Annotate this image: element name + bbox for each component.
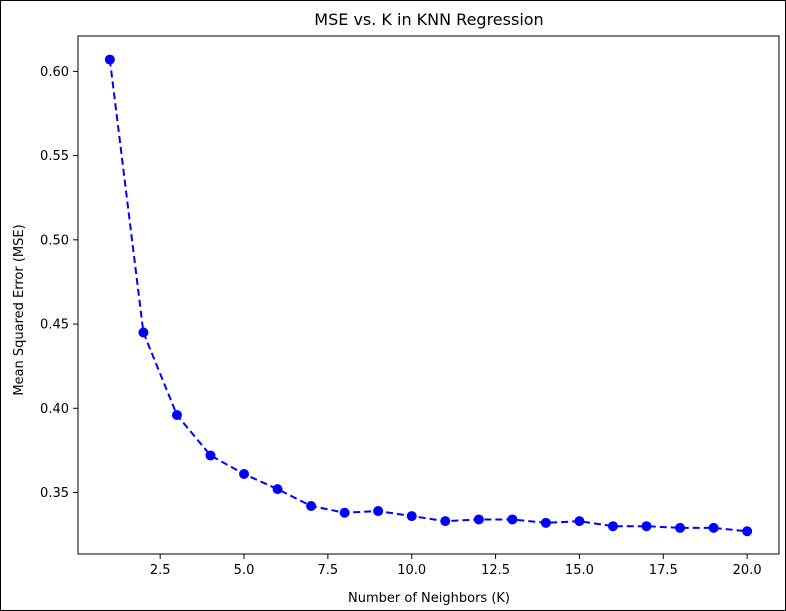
y-tick-label: 0.40 (40, 402, 69, 417)
y-tick-label: 0.45 (40, 318, 69, 333)
data-point (239, 468, 250, 479)
data-point (138, 327, 149, 338)
data-point (339, 507, 350, 518)
y-tick-label: 0.50 (40, 233, 69, 248)
data-point (708, 522, 719, 533)
data-point (373, 506, 384, 517)
x-tick-label: 7.5 (318, 563, 339, 578)
data-point (607, 521, 618, 532)
data-point (171, 410, 182, 421)
x-tick-label: 15.0 (565, 563, 594, 578)
data-point (675, 522, 686, 533)
data-point (205, 450, 216, 461)
data-point (507, 514, 518, 525)
data-point (272, 484, 283, 495)
series-line (108, 59, 748, 533)
data-point (574, 516, 585, 527)
data-point (540, 517, 551, 528)
y-tick-label: 0.55 (40, 149, 69, 164)
x-tick-label: 10.0 (397, 563, 426, 578)
data-point (641, 521, 652, 532)
x-tick-label: 5.0 (234, 563, 255, 578)
data-point (473, 514, 484, 525)
data-point (306, 500, 317, 511)
plot-area-frame (77, 35, 780, 555)
data-point (104, 54, 115, 65)
chart-title: MSE vs. K in KNN Regression (314, 10, 543, 29)
data-point (406, 511, 417, 522)
x-tick-label: 20.0 (733, 563, 762, 578)
x-tick-label: 12.5 (481, 563, 510, 578)
y-tick-label: 0.35 (40, 486, 69, 501)
x-tick-label: 2.5 (150, 563, 171, 578)
x-axis-title: Number of Neighbors (K) (348, 591, 510, 606)
data-point (440, 516, 451, 527)
data-point (742, 526, 753, 537)
y-tick-label: 0.60 (40, 65, 69, 80)
y-axis-title: Mean Squared Error (MSE) (12, 224, 27, 395)
x-tick-label: 17.5 (649, 563, 678, 578)
